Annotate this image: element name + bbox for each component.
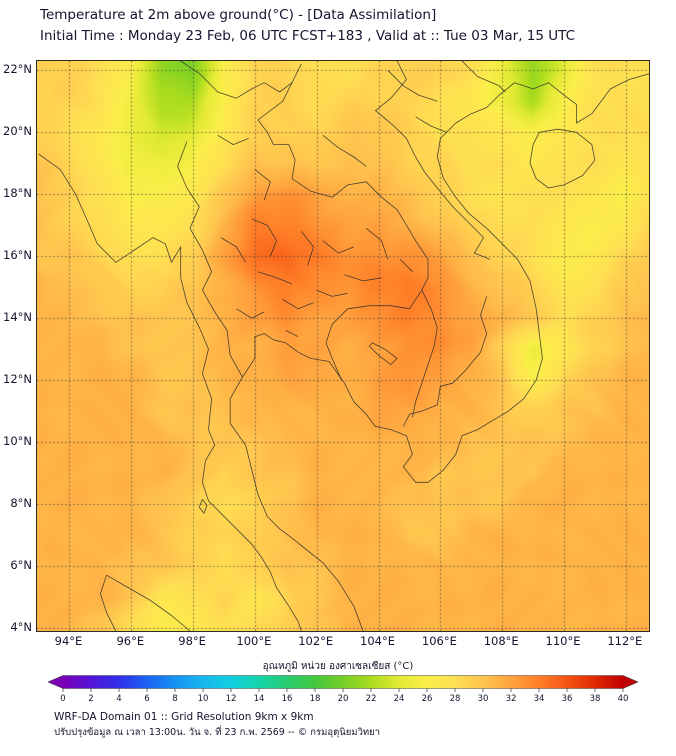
boundary-province_line_2	[257, 271, 293, 285]
lon-tick-label: 98°E	[178, 634, 206, 648]
colorbar-tick-label: 18	[309, 694, 321, 704]
lat-tick-label: 22°N	[3, 62, 32, 77]
lat-tick-label: 14°N	[3, 310, 32, 325]
boundary-border_myanmar_china_laos	[180, 61, 302, 99]
boundary-coast_gulf_east	[229, 82, 543, 631]
colorbar-tick-label: 6	[144, 694, 150, 704]
map-footer: WRF-DA Domain 01 :: Grid Resolution 9km …	[54, 710, 380, 740]
colorbar-tick-label: 2	[88, 694, 94, 704]
colorbar-tick-label: 10	[197, 694, 209, 704]
colorbar-tick-label: 40	[617, 694, 629, 704]
boundary-sumatra_west	[100, 575, 117, 631]
colorbar-tick-label: 26	[421, 694, 433, 704]
lat-tick-label: 20°N	[3, 124, 32, 139]
colorbar-tick-label: 30	[477, 694, 489, 704]
colorbar-tick-label: 24	[393, 694, 405, 704]
boundary-province_line_16	[387, 70, 438, 102]
lon-tick-label: 106°E	[421, 634, 457, 648]
map-subtitle: Initial Time : Monday 23 Feb, 06 UTC FCS…	[40, 28, 576, 44]
lon-tick-label: 102°E	[298, 634, 334, 648]
boundary-border_thailand_cambodia	[325, 289, 423, 381]
lat-tick-label: 16°N	[3, 248, 32, 263]
map-header: Temperature at 2m above ground(°C) - [Da…	[40, 6, 575, 45]
colorbar-tick-label: 28	[449, 694, 461, 704]
colorbar-title: อุณหภูมิ หน่วย องศาเซลเซียส (°C)	[262, 661, 414, 672]
boundary-border_myanmar_laos_mekong	[257, 82, 293, 121]
boundary-province_line_3	[300, 231, 315, 266]
boundary-province_line_13	[399, 259, 413, 272]
boundary-province_line_10	[254, 169, 271, 201]
lat-tick-label: 8°N	[10, 495, 32, 510]
map-boundaries-overlay	[38, 61, 649, 631]
boundary-province_line_1	[251, 218, 277, 257]
boundary-province_line_5	[365, 227, 389, 260]
boundary-province_line_7	[236, 308, 265, 319]
lon-tick-label: 100°E	[236, 634, 272, 648]
lon-tick-label: 96°E	[116, 634, 145, 648]
colorbar-tick-label: 32	[505, 694, 517, 704]
boundary-province_line_12	[316, 289, 348, 297]
boundary-coast_andaman_west	[38, 153, 302, 631]
boundary-province_line_11	[217, 134, 249, 145]
boundary-hainan_island	[529, 128, 596, 189]
colorbar-tick-label: 8	[172, 694, 178, 704]
boundary-phuket_island	[198, 499, 208, 514]
boundary-tonle_sap_lake	[368, 342, 398, 366]
boundary-border_china_vietnam	[319, 61, 506, 93]
colorbar-tick-label: 36	[561, 694, 573, 704]
boundary-border_cambodia_vietnam	[402, 296, 488, 427]
colorbar-gradient-bar	[48, 675, 638, 689]
footer-update-info: ปรับปรุงข้อมูล ณ เวลา 13:00น. วัน จ. ที่…	[54, 727, 381, 738]
colorbar-tick-label: 38	[589, 694, 601, 704]
lon-tick-label: 108°E	[483, 634, 519, 648]
boundary-province_line_9	[220, 237, 246, 263]
boundary-province_line_6	[344, 274, 382, 282]
boundary-province_line_17	[415, 116, 447, 133]
footer-domain-info: WRF-DA Domain 01 :: Grid Resolution 9km …	[54, 711, 314, 723]
lat-tick-label: 10°N	[3, 434, 32, 449]
colorbar-tick-label: 4	[116, 694, 122, 704]
lon-tick-label: 112°E	[607, 634, 643, 648]
colorbar-tick-label: 16	[281, 694, 293, 704]
lon-tick-label: 110°E	[545, 634, 581, 648]
lat-tick-label: 6°N	[10, 557, 32, 572]
colorbar	[48, 675, 638, 692]
lat-tick-label: 18°N	[3, 186, 32, 201]
boundary-coast_south_china	[514, 73, 649, 124]
boundary-border_thailand_laos	[257, 119, 429, 291]
boundary-sumatra_north	[106, 574, 191, 631]
colorbar-tick-label: 20	[337, 694, 349, 704]
lat-tick-label: 4°N	[10, 619, 32, 634]
boundary-province_line_15	[322, 134, 367, 167]
colorbar-tick-label: 34	[533, 694, 545, 704]
colorbar-tick-label: 12	[225, 694, 237, 704]
boundary-province_line_8	[282, 299, 314, 310]
colorbar-tick-label: 0	[60, 694, 66, 704]
boundary-border_laos_vietnam	[375, 61, 490, 260]
lat-tick-label: 12°N	[3, 372, 32, 387]
temperature-heatmap-canvas	[37, 61, 649, 631]
lon-tick-label: 94°E	[54, 634, 83, 648]
lon-tick-label: 104°E	[360, 634, 396, 648]
colorbar-tick-label: 22	[365, 694, 377, 704]
map-frame	[36, 60, 650, 632]
boundary-border_myanmar_thailand	[177, 141, 243, 378]
boundary-mekong_river_cambodia	[412, 290, 438, 418]
boundary-province_line_4	[322, 240, 354, 254]
map-title: Temperature at 2m above ground(°C) - [Da…	[40, 7, 437, 23]
boundary-province_line_14	[285, 330, 299, 338]
colorbar-tick-label: 14	[253, 694, 265, 704]
